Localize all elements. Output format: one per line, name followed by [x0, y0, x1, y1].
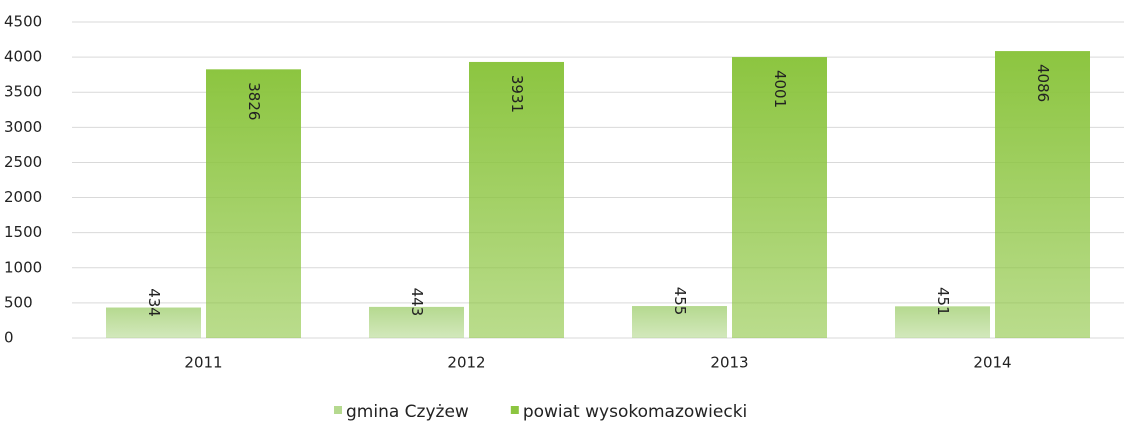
legend-label: powiat wysokomazowiecki	[523, 402, 747, 422]
data-label: 451	[934, 287, 952, 316]
data-label: 4086	[1034, 64, 1052, 102]
bar	[206, 69, 301, 339]
y-tick-label: 1000	[4, 258, 42, 276]
y-tick-label: 500	[4, 293, 33, 311]
y-tick-label: 4500	[4, 13, 42, 31]
legend-swatch	[510, 406, 519, 414]
y-tick-label: 3500	[4, 83, 42, 101]
bar	[469, 61, 564, 338]
data-label: 434	[145, 288, 163, 317]
data-label: 4001	[771, 70, 789, 108]
bar	[369, 306, 464, 338]
bar	[732, 57, 827, 338]
data-label: 443	[408, 288, 426, 317]
y-tick-label: 1500	[4, 223, 42, 241]
data-label: 455	[671, 287, 689, 316]
x-tick-label: 2011	[184, 354, 222, 372]
bar	[632, 306, 727, 338]
x-tick-label: 2012	[447, 354, 485, 372]
y-tick-label: 4000	[4, 48, 42, 66]
x-tick-label: 2013	[710, 354, 748, 372]
y-tick-label: 2500	[4, 153, 42, 171]
data-label: 3931	[508, 75, 526, 113]
bar	[895, 306, 990, 338]
bar	[995, 51, 1090, 339]
x-tick-label: 2014	[973, 354, 1011, 372]
legend-label: gmina Czyżew	[346, 402, 469, 422]
y-tick-label: 0	[4, 329, 14, 347]
y-tick-label: 3000	[4, 118, 42, 136]
y-tick-label: 2000	[4, 188, 42, 206]
bar	[106, 307, 201, 338]
legend-swatch	[334, 406, 342, 414]
data-label: 3826	[245, 82, 263, 120]
